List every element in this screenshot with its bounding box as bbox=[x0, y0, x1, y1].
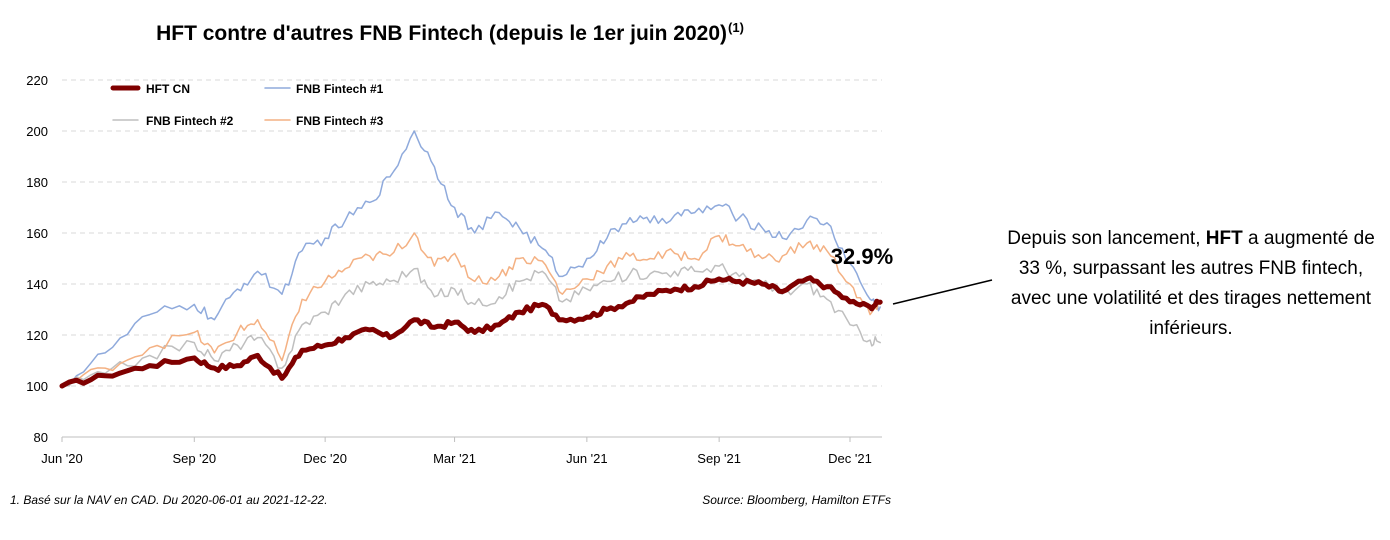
series-lines bbox=[59, 130, 883, 389]
y-tick-label: 80 bbox=[34, 430, 48, 445]
series-line-3 bbox=[61, 263, 881, 387]
x-tick-label: Dec '21 bbox=[828, 451, 872, 466]
y-axis: 80 100 120 140 160 180 200 220 bbox=[26, 73, 48, 445]
series-line-1 bbox=[59, 275, 883, 389]
y-tick-label: 100 bbox=[26, 379, 48, 394]
title-footnote-ref: (1) bbox=[728, 20, 744, 35]
series-line-2 bbox=[61, 130, 881, 387]
series-line-4 bbox=[61, 232, 881, 387]
y-tick-label: 200 bbox=[26, 124, 48, 139]
callout-bold-ticker: HFT bbox=[1205, 228, 1243, 249]
callout-pointer-line bbox=[892, 279, 993, 305]
chart-title: HFT contre d'autres FNB Fintech (depuis … bbox=[156, 20, 744, 45]
legend: HFT CN FNB Fintech #1 FNB Fintech #2 FNB Fi… bbox=[110, 82, 384, 128]
legend-label: FNB Fintech #1 bbox=[296, 82, 384, 96]
x-tick-label: Mar '21 bbox=[433, 451, 476, 466]
legend-label: HFT CN bbox=[146, 82, 190, 96]
hft-return-annotation: 32.9% bbox=[831, 244, 893, 269]
y-tick-label: 160 bbox=[26, 226, 48, 241]
legend-label: FNB Fintech #3 bbox=[296, 114, 384, 128]
x-tick-label: Jun '21 bbox=[566, 451, 608, 466]
x-tick-label: Sep '20 bbox=[172, 451, 216, 466]
x-axis: Jun '20 Sep '20 Dec '20 Mar '21 Jun '21 Sep '… bbox=[41, 436, 882, 466]
source-note: Source: Bloomberg, Hamilton ETFs bbox=[702, 493, 891, 507]
callout-text: Depuis son lancement, HFT a augmenté de … bbox=[1007, 228, 1375, 339]
y-tick-label: 140 bbox=[26, 277, 48, 292]
y-tick-label: 180 bbox=[26, 175, 48, 190]
x-tick-label: Sep '21 bbox=[697, 451, 741, 466]
y-tick-label: 120 bbox=[26, 328, 48, 343]
x-tick-label: Jun '20 bbox=[41, 451, 83, 466]
footnote: 1. Basé sur la NAV en CAD. Du 2020-06-01… bbox=[10, 493, 328, 507]
legend-label: FNB Fintech #2 bbox=[146, 114, 234, 128]
y-tick-label: 220 bbox=[26, 73, 48, 88]
x-tick-label: Dec '20 bbox=[303, 451, 347, 466]
